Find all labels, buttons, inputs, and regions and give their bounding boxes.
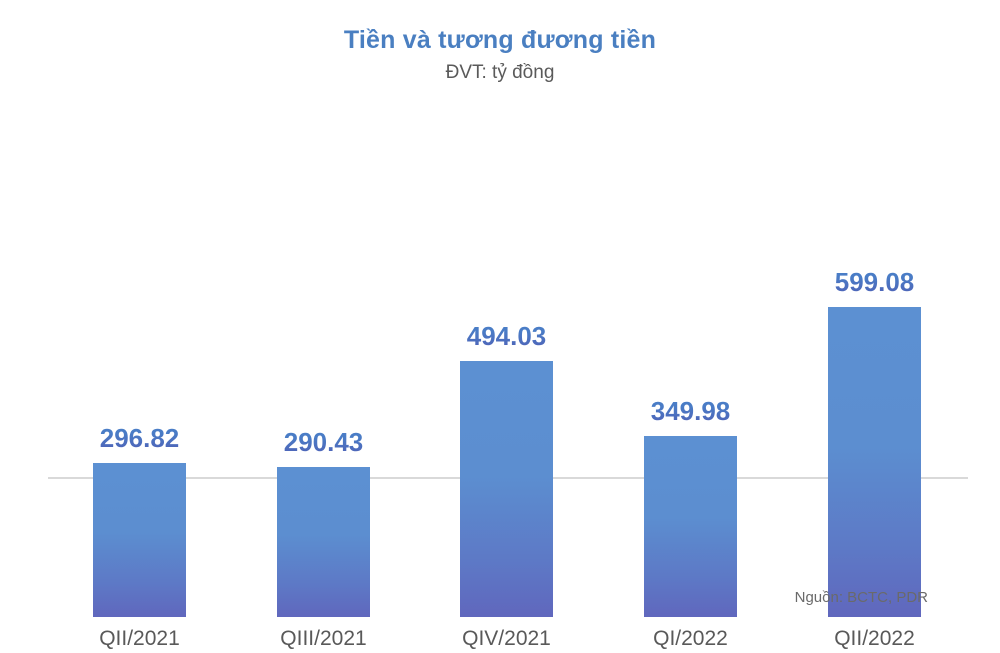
bar-value-label: 349.98 bbox=[626, 396, 755, 426]
bar-value-label: 599.08 bbox=[810, 267, 939, 297]
bar[interactable] bbox=[460, 361, 553, 617]
source-note: Nguồn: BCTC, PDR bbox=[794, 589, 928, 606]
chart-title-block: Tiền và tương đương tiền ĐVT: tỷ đồng bbox=[0, 24, 1000, 86]
category-label: QII/2022 bbox=[834, 627, 915, 650]
bar-group: 494.03 QIV/2021 bbox=[460, 140, 553, 650]
page-title: Tiền và tương đương tiền bbox=[343, 26, 657, 54]
category-label: QI/2022 bbox=[653, 627, 728, 650]
bar-group: 599.08 QII/2022 bbox=[828, 140, 921, 650]
category-label: QII/2021 bbox=[99, 627, 180, 650]
bar[interactable] bbox=[828, 307, 921, 617]
bar[interactable] bbox=[93, 463, 186, 617]
bar-group: 349.98 QI/2022 bbox=[644, 140, 737, 650]
plot-area: 296.82 QII/2021 290.43 QIII/2021 494.03 … bbox=[48, 140, 968, 650]
category-label: QIV/2021 bbox=[462, 627, 551, 650]
category-label: QIII/2021 bbox=[280, 627, 367, 650]
bar-value-label: 296.82 bbox=[75, 423, 204, 453]
bar-group: 296.82 QII/2021 bbox=[93, 140, 186, 650]
bar[interactable] bbox=[644, 436, 737, 617]
bar-chart: Tiền và tương đương tiền ĐVT: tỷ đồng 29… bbox=[0, 24, 1000, 650]
bar-value-label: 494.03 bbox=[442, 321, 571, 351]
bar-value-label: 290.43 bbox=[259, 427, 388, 457]
bar[interactable] bbox=[277, 467, 370, 617]
chart-subtitle: ĐVT: tỷ đồng bbox=[445, 62, 555, 83]
bar-group: 290.43 QIII/2021 bbox=[277, 140, 370, 650]
